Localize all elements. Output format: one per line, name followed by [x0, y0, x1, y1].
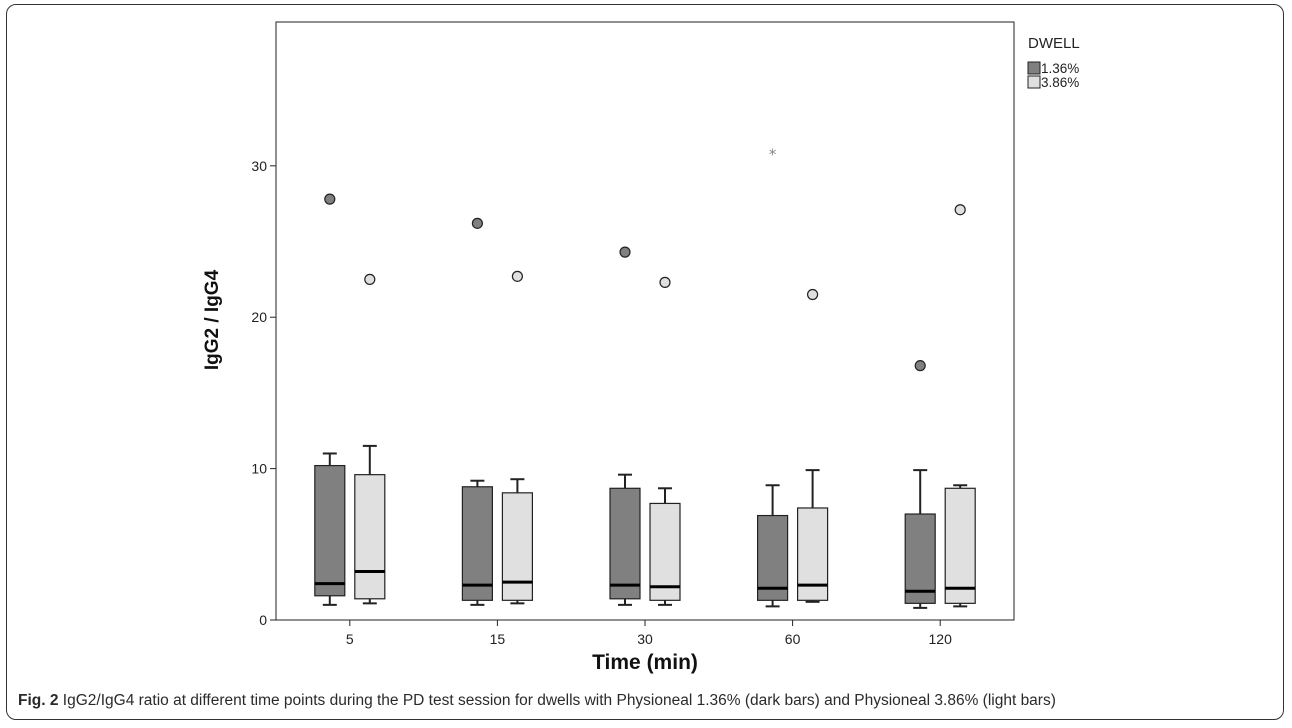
legend-label-light: 3.86%	[1041, 75, 1079, 90]
outlier-point	[511, 270, 524, 282]
figure-frame	[6, 4, 1284, 720]
outlier-extreme-star: *	[769, 146, 777, 164]
y-tick-label: 10	[251, 461, 267, 477]
box-body	[649, 502, 681, 601]
box-light-15	[501, 478, 533, 605]
x-axis: 5 15 30 60 120	[346, 620, 952, 647]
box-body	[354, 474, 386, 600]
outlier-point	[806, 288, 819, 301]
box-body	[756, 514, 789, 601]
legend-label-dark: 1.36%	[1041, 61, 1079, 76]
box-light-30	[649, 487, 681, 606]
caption-text: IgG2/IgG4 ratio at different time points…	[62, 692, 1056, 709]
y-tick-label: 20	[251, 309, 267, 325]
outlier-point	[324, 193, 336, 205]
box-light-5	[354, 444, 386, 605]
x-tick-label: 15	[490, 631, 506, 647]
legend: DWELL 1.36% 3.86%	[1027, 35, 1080, 90]
box-body	[904, 513, 936, 604]
box-body	[501, 492, 533, 601]
box-dark-5	[314, 452, 346, 606]
outlier-group: *	[324, 146, 966, 372]
outlier-point	[954, 204, 966, 216]
x-tick-label: 5	[346, 631, 354, 647]
x-axis-label: Time (min)	[592, 651, 698, 674]
outlier-point	[471, 217, 483, 229]
y-tick-label: 0	[259, 612, 267, 628]
box-body	[314, 464, 346, 597]
outlier-point	[659, 276, 671, 288]
caption-label: Fig. 2	[18, 692, 59, 709]
box-dark-30	[609, 473, 641, 606]
outlier-point	[914, 360, 926, 372]
plot-area	[275, 21, 1015, 621]
y-tick-label: 30	[251, 158, 267, 174]
x-tick-label: 60	[785, 631, 801, 647]
legend-title: DWELL	[1028, 35, 1080, 52]
legend-swatch-dark	[1027, 61, 1041, 75]
outlier-point	[619, 246, 631, 258]
box-dark-15	[461, 479, 493, 606]
y-axis-label: IgG2 / IgG4	[202, 269, 223, 370]
box-body	[461, 486, 493, 601]
x-tick-label: 30	[637, 631, 653, 647]
box-light-120	[944, 484, 976, 608]
box-light-60	[796, 469, 829, 603]
box-body	[944, 487, 976, 604]
x-tick-label: 120	[929, 631, 953, 647]
box-dark-120	[904, 469, 936, 609]
legend-swatch-light	[1027, 75, 1041, 89]
outlier-point	[364, 273, 376, 285]
box-dark-60	[756, 484, 789, 608]
y-axis: 0 10 20 30	[251, 158, 276, 628]
boxplot-chart: 0 10 20 30 5 15 30 60 120 * Time (min) IgG2 / I…	[202, 21, 1080, 674]
figure-caption: Fig. 2 IgG2/IgG4 ratio at different time…	[18, 692, 1280, 710]
box-group	[314, 444, 976, 609]
box-body	[609, 487, 641, 600]
